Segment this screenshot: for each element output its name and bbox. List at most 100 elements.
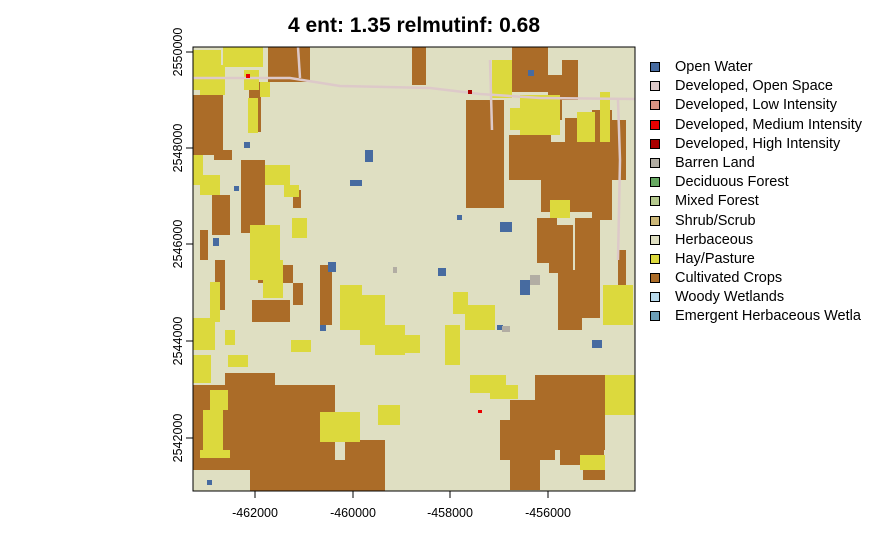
hay-patch	[453, 292, 468, 314]
crop-patch	[466, 100, 504, 208]
y-tick-label: 2550000	[171, 28, 185, 77]
water-patch	[365, 150, 373, 162]
legend-label: Herbaceous	[675, 231, 754, 248]
hay-patch	[248, 98, 258, 133]
crop-patch	[252, 300, 290, 322]
water-patch	[213, 238, 219, 246]
legend-swatch	[650, 81, 660, 92]
crop-patch	[212, 195, 230, 235]
legend-swatch	[650, 311, 660, 322]
hay-patch	[320, 412, 360, 442]
barren-patch	[502, 326, 510, 332]
legend-swatch	[650, 253, 660, 264]
legend-swatch	[650, 62, 660, 72]
hay-patch	[292, 218, 307, 238]
hay-patch	[378, 405, 400, 425]
road-line	[488, 59, 494, 131]
crop-patch	[293, 283, 303, 305]
hay-patch	[400, 335, 420, 353]
hay-patch	[200, 65, 225, 95]
hay-patch	[510, 108, 550, 130]
crop-patch	[268, 47, 310, 82]
water-patch	[350, 180, 362, 186]
legend-label: Developed, Low Intensity	[675, 97, 838, 114]
water-patch	[497, 325, 503, 330]
y-tick-label: 2548000	[171, 124, 185, 173]
legend-label: Cultivated Crops	[675, 270, 783, 287]
legend-label: Shrub/Scrub	[675, 212, 756, 229]
hay-patch	[193, 155, 203, 185]
legend-swatch	[650, 234, 660, 245]
legend-label: Hay/Pasture	[675, 250, 755, 267]
water-patch	[520, 280, 530, 295]
legend-swatch	[650, 273, 660, 284]
developed-patch	[468, 90, 472, 94]
hay-patch	[492, 60, 512, 98]
crop-patch	[512, 47, 548, 92]
hay-patch	[228, 355, 248, 367]
developed-patch	[478, 410, 482, 413]
crop-patch	[562, 60, 578, 100]
hay-patch	[223, 47, 263, 67]
water-patch	[592, 340, 602, 348]
x-axis: -462000 -460000 -458000 -456000	[232, 490, 571, 520]
legend-swatch	[650, 215, 660, 226]
barren-patch	[530, 275, 540, 285]
hay-patch	[600, 92, 610, 142]
legend-label: Barren Land	[675, 154, 755, 171]
water-patch	[528, 70, 534, 76]
crop-patch	[530, 440, 555, 460]
hay-patch	[244, 70, 259, 90]
crop-patch	[537, 218, 557, 263]
road-line	[616, 99, 622, 261]
barren-patch	[393, 267, 397, 273]
y-tick-label: 2544000	[171, 317, 185, 366]
crop-patch	[200, 230, 208, 260]
x-tick-label: -456000	[525, 506, 571, 520]
water-patch	[320, 325, 326, 331]
crop-patch	[618, 250, 626, 295]
crop-patch	[193, 95, 223, 155]
road-line	[193, 76, 636, 101]
hay-patch	[284, 185, 299, 197]
hay-patch	[263, 260, 283, 298]
hay-patch	[550, 200, 570, 218]
x-tick-label: -460000	[330, 506, 376, 520]
legend-label: Mixed Forest	[675, 193, 759, 210]
legend-swatch	[650, 196, 660, 207]
crop-patch	[320, 265, 332, 325]
hay-patch	[203, 410, 223, 450]
hay-patch	[260, 82, 270, 97]
hay-patch	[603, 285, 633, 325]
y-tick-label: 2542000	[171, 414, 185, 463]
hay-patch	[200, 450, 230, 458]
legend-label: Developed, High Intensity	[675, 135, 841, 152]
hay-patch	[580, 455, 605, 470]
water-patch	[234, 186, 239, 191]
x-tick-label: -458000	[427, 506, 473, 520]
legend-swatch	[650, 157, 660, 168]
hay-patch	[340, 285, 362, 330]
legend-swatch	[650, 138, 660, 149]
raster-layer	[193, 46, 636, 491]
legend-label: Deciduous Forest	[675, 174, 789, 191]
hay-patch	[193, 318, 215, 350]
legend-label: Open Water	[675, 59, 753, 75]
legend-label: Emergent Herbaceous Wetla	[675, 308, 861, 325]
hay-patch	[225, 330, 235, 345]
hay-patch	[200, 175, 220, 195]
hay-patch	[490, 385, 518, 399]
hay-patch	[291, 340, 311, 352]
legend-label: Developed, Medium Intensity	[675, 116, 862, 133]
crop-patch	[345, 440, 385, 491]
crop-patch	[250, 470, 280, 491]
water-patch	[500, 222, 512, 232]
water-patch	[244, 142, 250, 148]
legend-swatch	[650, 100, 660, 111]
legend-label: Woody Wetlands	[675, 289, 785, 306]
hay-patch	[577, 112, 595, 142]
crop-patch	[214, 150, 232, 160]
hay-patch	[210, 282, 220, 322]
crop-patch	[412, 47, 426, 85]
